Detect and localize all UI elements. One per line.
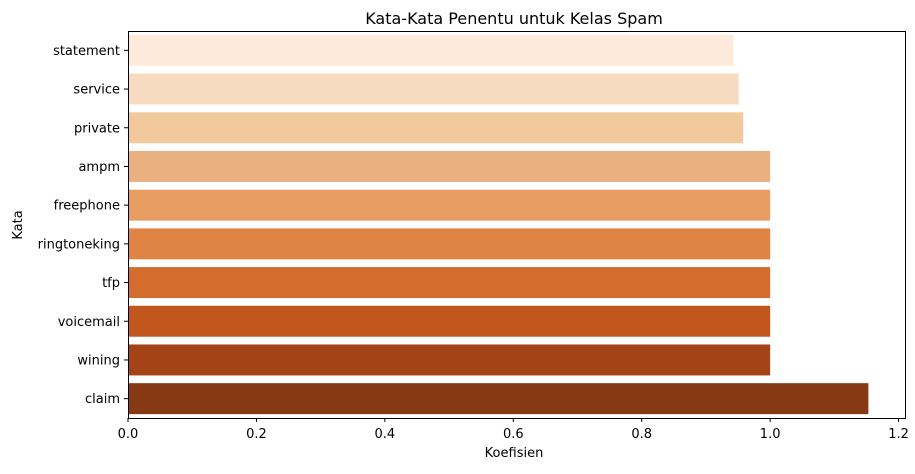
bar-freephone bbox=[128, 189, 771, 221]
y-tick-label: private bbox=[74, 121, 120, 136]
x-tick-label: 1.0 bbox=[760, 427, 781, 442]
plot-frame bbox=[128, 31, 906, 419]
bar-claim bbox=[128, 383, 869, 415]
y-tick-label: statement bbox=[53, 44, 120, 59]
bar-ampm bbox=[128, 150, 771, 182]
x-axis-label: Koefisien bbox=[485, 446, 544, 461]
x-tick-label: 0.0 bbox=[118, 427, 139, 442]
chart-title: Kata-Kata Penentu untuk Kelas Spam bbox=[365, 9, 663, 28]
bar-service bbox=[128, 73, 739, 105]
x-tick-label: 0.4 bbox=[375, 427, 396, 442]
y-tick-label: wining bbox=[77, 353, 120, 368]
x-tick-label: 0.8 bbox=[631, 427, 652, 442]
y-tick-label: service bbox=[73, 83, 120, 98]
y-tick-label: ampm bbox=[78, 160, 120, 175]
y-tick-label: ringtoneking bbox=[38, 237, 120, 252]
x-axis-ticks: 0.0 0.2 0.4 0.6 0.8 1.0 1.2 bbox=[118, 418, 909, 442]
x-tick-label: 1.2 bbox=[888, 427, 909, 442]
bar-private bbox=[128, 112, 744, 144]
x-tick-label: 0.6 bbox=[503, 427, 524, 442]
y-tick-label: voicemail bbox=[58, 315, 120, 330]
bar-ringtoneking bbox=[128, 228, 771, 260]
bar-voicemail bbox=[128, 305, 771, 337]
bars-layer bbox=[128, 34, 869, 415]
bar-statement bbox=[128, 34, 734, 66]
y-tick-label: claim bbox=[85, 392, 120, 407]
y-tick-label: tfp bbox=[102, 276, 120, 291]
bar-wining bbox=[128, 344, 771, 376]
y-axis-ticks: statement service private ampm freephone ring… bbox=[38, 44, 128, 407]
bar-tfp bbox=[128, 267, 771, 299]
y-axis-label: Kata bbox=[11, 210, 26, 239]
x-tick-label: 0.2 bbox=[246, 427, 267, 442]
y-tick-label: freephone bbox=[54, 199, 120, 214]
